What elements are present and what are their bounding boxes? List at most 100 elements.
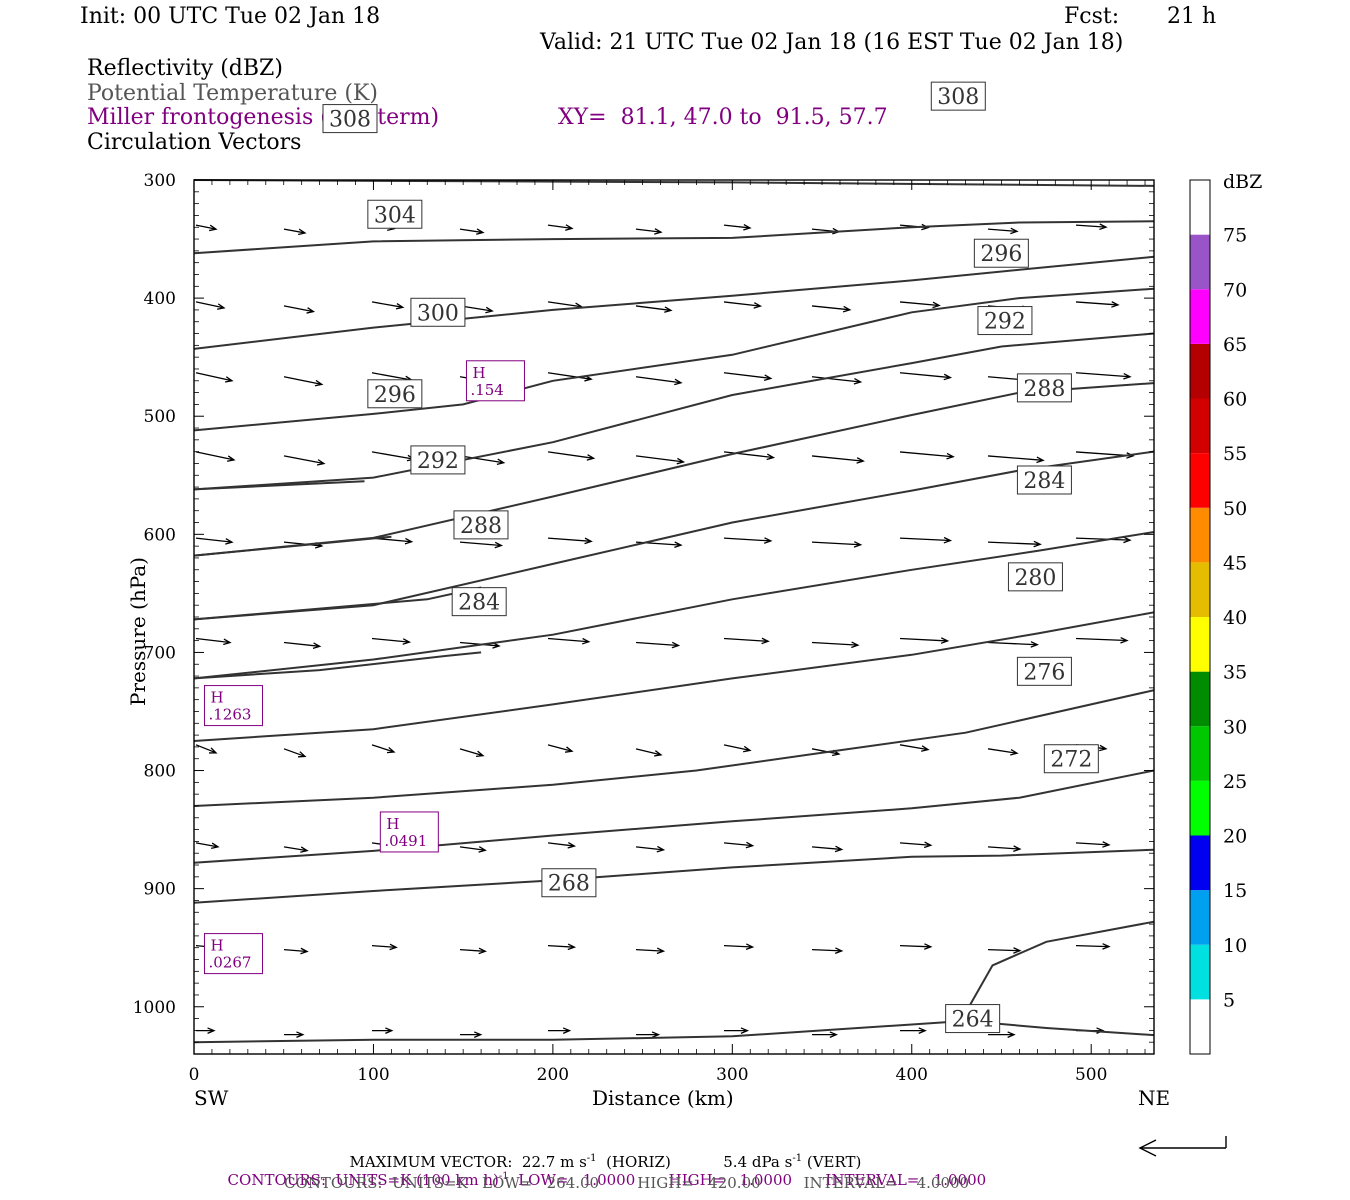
contour-label-284: 284 <box>458 591 500 616</box>
theta-contour-284 <box>193 531 1155 680</box>
circulation-vector <box>636 1031 661 1038</box>
theta-contour-288 <box>193 450 1155 621</box>
circulation-vector <box>723 537 773 544</box>
colorbar-swatch <box>1190 343 1210 399</box>
contour-label-box <box>1016 465 1072 495</box>
circulation-vector <box>371 744 396 754</box>
circulation-vector <box>723 301 763 309</box>
theta-contour-308 <box>193 220 1155 255</box>
colorbar-swatch <box>1190 890 1210 945</box>
circulation-vector <box>1075 841 1111 848</box>
colorbar-border <box>1189 179 1211 1055</box>
circulation-vector <box>283 641 322 649</box>
circulation-vector <box>811 641 860 649</box>
frontogenesis-max-box <box>465 360 525 402</box>
colorbar-level: 45 <box>1223 552 1247 574</box>
circulation-vector <box>459 947 487 955</box>
frontogenesis-max-value: .154 <box>470 381 503 399</box>
colorbar-swatch <box>1190 999 1210 1054</box>
circulation-vector <box>371 301 405 310</box>
circulation-vector <box>811 845 844 853</box>
circulation-vector <box>283 846 309 853</box>
contour-label-288: 288 <box>1023 377 1065 402</box>
theta-contour-280 <box>193 611 1155 742</box>
circulation-vector <box>547 537 593 545</box>
circulation-vectors <box>195 223 1135 1038</box>
y-axis-label: Pressure (hPa) <box>126 557 150 706</box>
circulation-vector <box>635 748 663 757</box>
circulation-vector <box>371 537 414 545</box>
circulation-vector <box>195 301 226 310</box>
circulation-vector <box>811 305 852 313</box>
circulation-vector <box>1075 372 1132 380</box>
theta-contour-296 <box>193 332 1155 491</box>
colorbar-swatch <box>1190 289 1210 344</box>
circulation-vector <box>547 943 577 951</box>
contour-label-box <box>410 445 466 475</box>
theta-contour-304 <box>193 255 1155 350</box>
circulation-vector <box>987 455 1045 464</box>
circulation-vector <box>195 372 234 383</box>
contour-label-box <box>367 199 423 229</box>
colorbar-swatch <box>1190 234 1210 290</box>
colorbar-level: 75 <box>1223 225 1247 247</box>
circulation-vector <box>635 947 666 955</box>
circulation-vector <box>195 224 218 232</box>
colorbar-level: 5 <box>1223 989 1235 1011</box>
contour-label-300: 300 <box>417 301 459 326</box>
colorbar-level: 10 <box>1223 935 1247 957</box>
y-tick-label: 500 <box>144 407 176 427</box>
theta-contour-268 <box>193 848 1155 904</box>
x-left-label: SW <box>194 1086 229 1110</box>
frontogenesis-max-box <box>203 933 263 975</box>
circulation-vector <box>987 227 1019 235</box>
circulation-vector <box>723 451 776 461</box>
circulation-vector <box>371 451 416 462</box>
circulation-vector <box>723 943 755 951</box>
contour-labels: 264 268 272 276 280 284 284 288 288 292 292 296 296 3… <box>322 81 1099 1034</box>
circulation-vector <box>635 641 681 649</box>
contour-label-308: 308 <box>329 108 371 133</box>
colorbar-swatch <box>1190 671 1210 727</box>
colorbar-swatch <box>1190 453 1210 508</box>
colorbar-swatch <box>1190 835 1210 891</box>
circulation-vector <box>899 637 950 644</box>
circulation-vector <box>1075 301 1120 308</box>
circulation-vector <box>899 451 955 460</box>
frontogenesis-max-box <box>379 811 439 853</box>
contour-label-272: 272 <box>1050 748 1092 773</box>
circulation-vector <box>195 842 220 850</box>
circulation-vector <box>283 947 309 955</box>
xy-range: XY= 81.1, 47.0 to 91.5, 57.7 <box>558 105 888 130</box>
circulation-vector <box>811 541 863 548</box>
circulation-vector <box>547 637 591 645</box>
contour-label-box <box>453 510 509 540</box>
colorbar-level: 55 <box>1223 443 1247 465</box>
colorbar-level: 65 <box>1223 334 1247 356</box>
theta-contour-276 <box>193 689 1155 807</box>
colorbar-swatch <box>1190 780 1210 836</box>
circulation-vector <box>900 1027 927 1034</box>
circulation-vector <box>635 305 673 313</box>
theta-contour-264 <box>964 920 1155 1014</box>
circulation-vector <box>283 455 326 466</box>
frontogenesis-max-box <box>203 685 263 727</box>
theta-contour-284 <box>193 651 482 680</box>
circulation-vector <box>723 637 770 645</box>
x-axis-label: Distance (km) <box>592 1086 734 1110</box>
circulation-vector <box>1075 223 1108 231</box>
init-time: Init: 00 UTC Tue 02 Jan 18 <box>80 4 381 29</box>
contour-label-box <box>973 238 1029 268</box>
reference-vector <box>1138 1136 1227 1157</box>
circulation-vector <box>1075 536 1132 544</box>
circulation-vector <box>371 637 412 645</box>
colorbar-level: 60 <box>1223 389 1247 411</box>
circulation-vector <box>899 301 941 309</box>
circulation-vector <box>459 455 506 466</box>
field-reflectivity: Reflectivity (dBZ) <box>87 56 283 81</box>
contour-label-288: 288 <box>460 514 502 539</box>
x-tick-label: 100 <box>357 1065 389 1085</box>
circulation-vector <box>987 947 1022 954</box>
x-tick-label: 300 <box>716 1065 748 1085</box>
